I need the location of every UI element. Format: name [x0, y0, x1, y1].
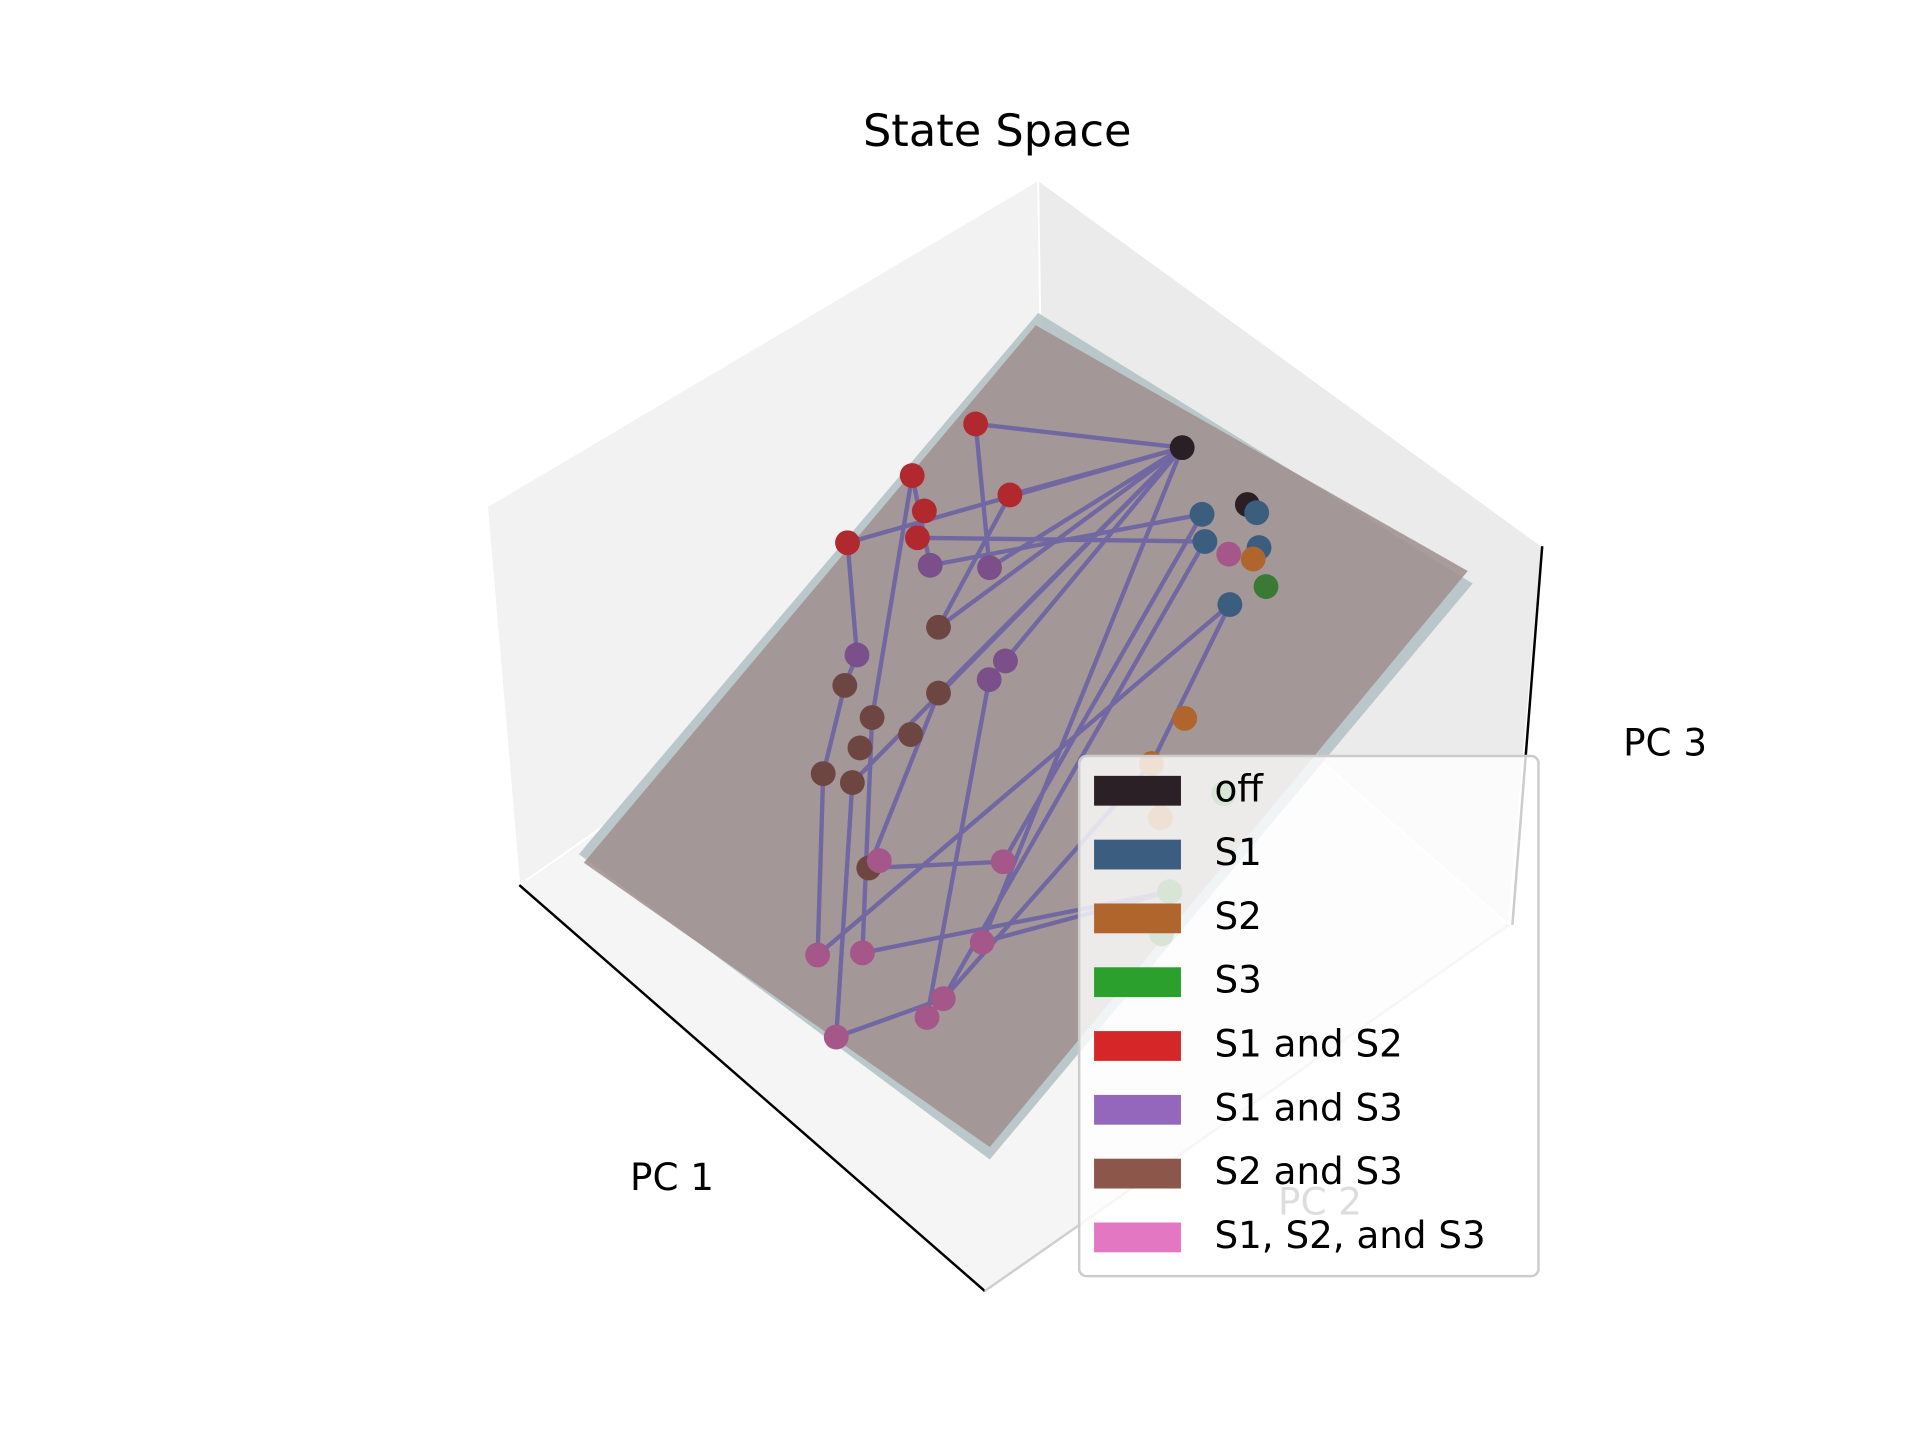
point — [810, 761, 836, 787]
point — [1240, 546, 1266, 572]
point — [839, 770, 865, 795]
plane-front — [583, 325, 1468, 1148]
legend-label: S1 and S3 — [1214, 1085, 1402, 1129]
point — [859, 705, 885, 730]
point — [969, 929, 995, 955]
points-layer — [805, 411, 1279, 1050]
point — [993, 648, 1018, 674]
point — [898, 722, 924, 747]
legend-swatch — [1094, 775, 1181, 806]
point — [1189, 501, 1215, 527]
point — [1172, 705, 1198, 731]
legend-swatch — [1094, 903, 1181, 934]
point — [914, 1005, 940, 1030]
trajectory-layer — [815, 421, 1233, 1040]
legend-label: S2 and S3 — [1214, 1149, 1402, 1193]
point — [805, 942, 831, 968]
point — [823, 1024, 849, 1050]
legend-swatch — [1094, 1094, 1181, 1125]
point — [930, 986, 956, 1012]
point — [905, 525, 930, 551]
trajectory-line — [815, 421, 1233, 1040]
point — [899, 463, 925, 488]
legend-label: S3 — [1214, 958, 1261, 1002]
legend-label: S1, S2, and S3 — [1214, 1213, 1485, 1257]
point — [926, 680, 951, 706]
chart-title: State Space — [863, 105, 1132, 157]
point — [917, 552, 943, 578]
legend: off S1 S2 S3 S1 and S2 S1 and S3 S2 and S3 S1, … — [1077, 754, 1540, 1278]
point — [1216, 541, 1242, 567]
legend-swatch — [1094, 1158, 1181, 1189]
fit-plane — [578, 312, 1473, 1160]
point — [1169, 435, 1195, 461]
legend-frame — [1077, 754, 1540, 1278]
point — [847, 735, 873, 761]
point — [926, 614, 951, 640]
point — [1253, 574, 1279, 599]
point — [911, 498, 937, 524]
point — [844, 642, 870, 668]
point — [997, 482, 1023, 508]
point — [977, 555, 1002, 581]
point — [866, 848, 892, 874]
legend-label: off — [1214, 766, 1264, 810]
legend-swatch — [1094, 839, 1181, 870]
point — [963, 411, 989, 437]
legend-label: S2 — [1214, 894, 1261, 938]
x-axis-label: PC 1 — [630, 1155, 714, 1199]
legend-swatch — [1094, 1031, 1181, 1061]
point — [976, 667, 1002, 693]
point — [1244, 500, 1270, 526]
point — [835, 530, 860, 556]
x-axis-line — [518, 884, 986, 1292]
point — [1217, 592, 1243, 617]
point — [850, 940, 875, 966]
point — [1192, 529, 1218, 554]
legend-label: S1 and S2 — [1214, 1021, 1402, 1065]
legend-swatch — [1094, 967, 1181, 998]
point — [832, 672, 858, 698]
legend-label: S1 — [1214, 830, 1261, 874]
point — [990, 849, 1016, 875]
legend-swatch — [1094, 1222, 1181, 1253]
z-axis-label: PC 3 — [1623, 720, 1707, 764]
